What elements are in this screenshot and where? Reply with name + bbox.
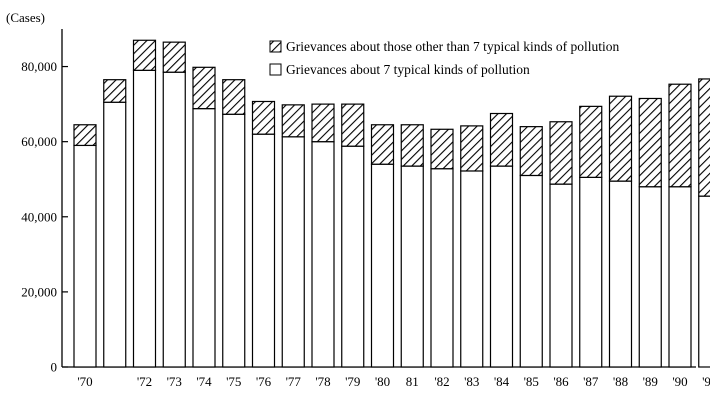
x-tick-label: '70 xyxy=(77,374,92,389)
bar-segment-other xyxy=(579,105,603,178)
bar-segment-other xyxy=(103,79,127,103)
bar-segment-other xyxy=(341,103,365,147)
x-tick-label: '86 xyxy=(553,374,569,389)
x-tick-label: '74 xyxy=(196,374,212,389)
bar-segment-other xyxy=(162,41,186,73)
x-tick-label: '82 xyxy=(434,374,449,389)
bar-segment-other xyxy=(73,124,97,147)
y-tick-label: 80,000 xyxy=(21,59,57,74)
bar-segment-typical xyxy=(73,144,97,368)
bar-segment-typical xyxy=(489,165,514,368)
bar-segment-other xyxy=(281,104,305,138)
bar-segment-other xyxy=(311,103,335,143)
y-unit-label: (Cases) xyxy=(6,10,45,25)
x-tick-label: '84 xyxy=(494,374,510,389)
x-tick-label: '91 xyxy=(702,374,710,389)
x-tick-label: 81 xyxy=(406,374,419,389)
bar-segment-typical xyxy=(281,136,305,368)
x-tick-label: '90 xyxy=(672,374,687,389)
x-tick-label: '88 xyxy=(613,374,628,389)
y-tick-label: 60,000 xyxy=(21,134,57,149)
bar-segment-other xyxy=(698,78,710,197)
bar-segment-typical xyxy=(192,108,216,368)
x-tick-label: '76 xyxy=(256,374,272,389)
bar-segment-typical xyxy=(251,133,276,368)
bar-segment-typical xyxy=(668,186,692,368)
x-tick-label: '85 xyxy=(524,374,539,389)
x-tick-label: '79 xyxy=(345,374,360,389)
bar-segment-typical xyxy=(132,69,157,368)
bar-segment-other xyxy=(519,126,543,177)
bar-segment-other xyxy=(489,112,514,167)
bar-segment-typical xyxy=(430,168,454,368)
x-tick-label: '80 xyxy=(375,374,390,389)
bar-segment-typical xyxy=(579,176,603,368)
bar-segment-other xyxy=(132,39,157,71)
bar-segment-typical xyxy=(370,163,395,368)
bar-segment-typical xyxy=(162,71,186,368)
bar-segment-other xyxy=(668,83,692,188)
bar-segment-other xyxy=(638,97,662,188)
bar-segment-typical xyxy=(341,145,365,368)
bar-segment-other xyxy=(608,95,633,182)
bar-segment-other xyxy=(400,124,424,167)
bar-segment-typical xyxy=(608,180,633,368)
x-tick-label: '89 xyxy=(643,374,658,389)
bar-segment-other xyxy=(192,66,216,110)
bar-segment-other xyxy=(430,128,454,170)
bar-segment-typical xyxy=(549,183,573,368)
y-tick-label: 0 xyxy=(51,360,58,375)
legend-swatch-typical xyxy=(269,63,282,76)
x-tick-label: '77 xyxy=(286,374,302,389)
bar-segment-typical xyxy=(698,195,710,368)
x-tick-label: '75 xyxy=(226,374,241,389)
x-tick-label: '83 xyxy=(464,374,479,389)
legend-entry: Grievances about those other than 7 typi… xyxy=(286,39,620,54)
bar-segment-other xyxy=(549,121,573,185)
bar-segment-other xyxy=(251,100,276,135)
bar-segment-typical xyxy=(400,165,424,368)
x-tick-label: '87 xyxy=(583,374,599,389)
x-tick-label: '73 xyxy=(167,374,182,389)
bar-segment-typical xyxy=(103,101,127,368)
bar-segment-other xyxy=(222,79,246,115)
bar-segment-typical xyxy=(222,113,246,368)
x-tick-label: '78 xyxy=(315,374,330,389)
bar-segment-other xyxy=(370,124,395,165)
bar-segment-other xyxy=(460,125,484,172)
legend-entry: Grievances about 7 typical kinds of poll… xyxy=(286,62,530,77)
y-tick-label: 20,000 xyxy=(21,284,57,299)
x-tick-label: '72 xyxy=(137,374,152,389)
bar-segment-typical xyxy=(519,174,543,368)
y-tick-label: 40,000 xyxy=(21,209,57,224)
bar-segment-typical xyxy=(638,186,662,368)
bar-segment-typical xyxy=(311,141,335,368)
bar-segment-typical xyxy=(460,170,484,368)
legend-swatch-other xyxy=(269,40,282,53)
